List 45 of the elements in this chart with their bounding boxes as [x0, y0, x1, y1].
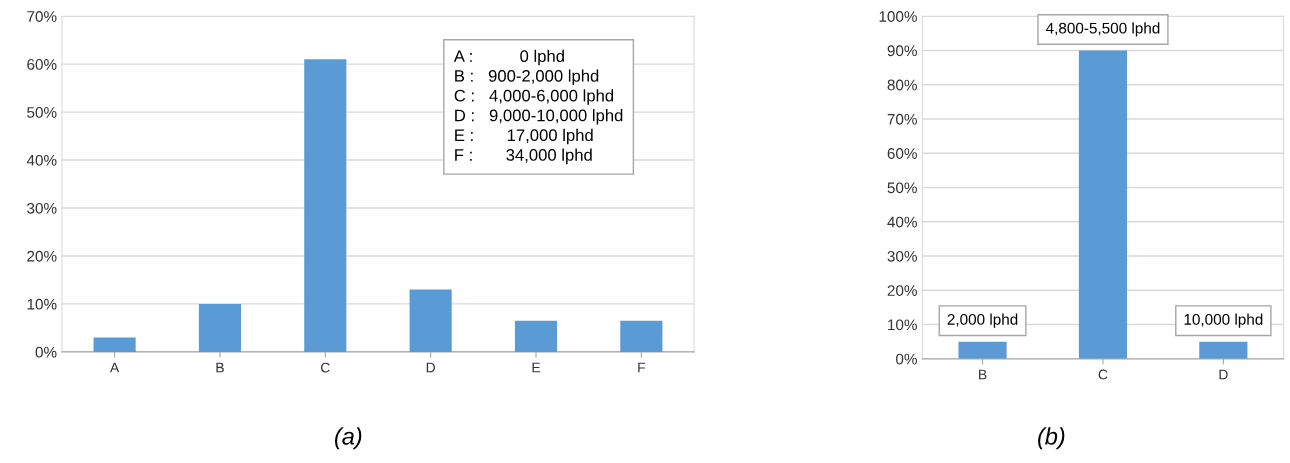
- y-tick-label: 10%: [27, 298, 57, 310]
- x-tick-label: F: [638, 362, 646, 373]
- x-tick-label: D: [426, 362, 435, 373]
- y-tick-label: 0%: [896, 353, 917, 365]
- y-tick-label: 70%: [27, 11, 57, 22]
- x-tick-label: D: [1219, 369, 1228, 380]
- x-tick-label: C: [320, 362, 330, 373]
- annotation: E : 17,000 lphd: [455, 128, 593, 145]
- annotation: 2,000 lphd: [947, 313, 1018, 328]
- x-tick-label: C: [1098, 369, 1108, 380]
- y-tick-label: 30%: [887, 250, 917, 262]
- bar: [620, 320, 663, 352]
- bar: [514, 320, 558, 352]
- y-tick-label: 0%: [35, 346, 57, 358]
- annotation: B : 900-2,000 lphd: [455, 69, 599, 86]
- x-tick-label: B: [979, 369, 987, 380]
- y-tick-label: 80%: [887, 79, 917, 91]
- text: (a): [334, 427, 362, 450]
- y-tick-label: 70%: [887, 113, 917, 125]
- y-tick-label: 40%: [26, 154, 57, 166]
- bar: [198, 303, 242, 352]
- bar: [409, 289, 452, 352]
- annotation: D : 9,000-10,000 lphd: [455, 109, 623, 125]
- x-tick-label: A: [109, 362, 120, 373]
- y-tick-label: 40%: [887, 216, 917, 228]
- y-tick-label: 100%: [879, 11, 917, 22]
- y-tick-label: 20%: [27, 250, 57, 262]
- y-tick-label: 90%: [887, 45, 917, 57]
- annotation: F : 34,000 lphd: [455, 148, 592, 165]
- y-tick-label: 10%: [888, 319, 917, 331]
- text: (b): [1038, 427, 1065, 450]
- x-tick-label: B: [216, 362, 224, 373]
- y-tick-label: 60%: [27, 59, 57, 70]
- y-tick-label: 50%: [27, 106, 57, 118]
- bar: [304, 59, 347, 352]
- bar: [93, 337, 136, 352]
- y-tick-label: 60%: [887, 148, 917, 159]
- annotation: 10,000 lphd: [1184, 313, 1263, 328]
- y-tick-label: 20%: [887, 285, 917, 296]
- annotation: 4,800-5,500 lphd: [1045, 22, 1160, 37]
- y-tick-label: 50%: [887, 182, 917, 194]
- x-tick-label: E: [532, 362, 541, 373]
- annotation: C : 4,000-6,000 lphd: [454, 89, 614, 105]
- annotation: A : 0 lphd: [453, 49, 564, 66]
- y-tick-label: 30%: [27, 202, 57, 214]
